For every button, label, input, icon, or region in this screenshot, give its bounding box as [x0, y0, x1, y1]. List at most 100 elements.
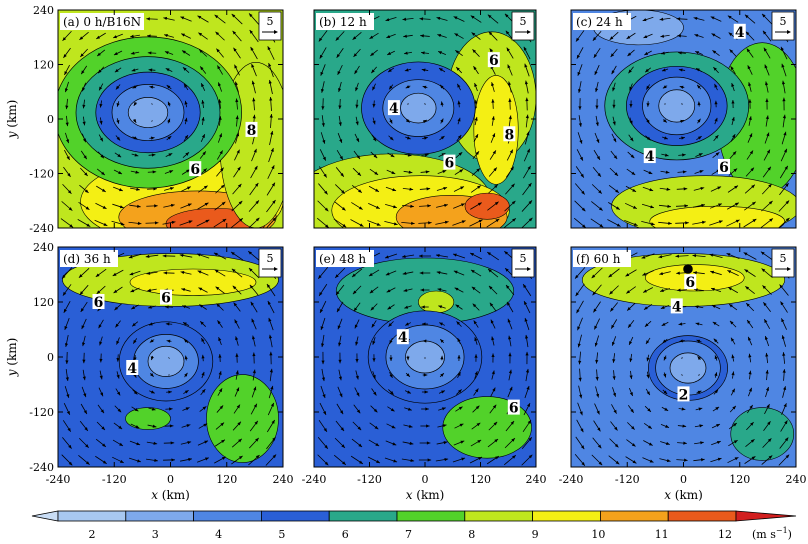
- wind-vector-head: [492, 133, 496, 138]
- wind-scale-box: 5: [258, 11, 282, 41]
- wind-vector-head: [385, 272, 390, 276]
- contour-label: 6: [489, 53, 499, 69]
- wind-vector-head: [714, 100, 718, 105]
- wind-vector-head: [95, 273, 100, 277]
- wind-vector-head: [711, 33, 716, 37]
- wind-vector-head: [133, 102, 138, 106]
- wind-vector: [151, 120, 153, 122]
- wind-vector-head: [458, 389, 462, 394]
- wind-vector-head: [249, 13, 253, 18]
- wind-vector-head: [232, 30, 237, 35]
- wind-vector-head: [596, 393, 600, 398]
- colorbar-extension-high: [735, 510, 797, 522]
- wind-vector-head: [254, 420, 258, 425]
- wind-vector-head: [697, 136, 702, 140]
- wind-vector-head: [83, 393, 87, 398]
- wind-vector-head: [82, 138, 86, 143]
- wind-vector-head: [439, 322, 444, 326]
- wind-vector-head: [694, 288, 698, 292]
- wind-vector-head: [659, 17, 664, 21]
- wind-vector-head: [167, 101, 171, 106]
- wind-vector-head: [489, 302, 494, 307]
- wind-vector-head: [676, 271, 680, 275]
- wind-vector-head: [680, 119, 685, 123]
- wind-vector-head: [461, 220, 466, 224]
- wind-vector-head: [391, 425, 396, 429]
- wind-vector-head: [504, 13, 509, 18]
- colorbar-tick-label: 2: [89, 528, 96, 541]
- wind-vector-head: [460, 440, 465, 444]
- isotach-ring: [405, 340, 445, 374]
- wind-vector-head: [648, 171, 653, 174]
- y-axis-label: y (km): [5, 338, 19, 378]
- wind-vector-head: [424, 153, 429, 157]
- wind-vector-head: [324, 207, 329, 212]
- wind-vector-head: [457, 134, 462, 139]
- wind-vector-head: [457, 372, 461, 376]
- wind-vector-head: [768, 183, 772, 188]
- wind-vector-head: [524, 301, 528, 305]
- wind-vector-head: [336, 308, 341, 313]
- wind-vector-head: [201, 338, 205, 342]
- x-tick-label: 240: [526, 473, 547, 486]
- wind-vector-head: [100, 392, 104, 397]
- wind-vector-head: [664, 136, 668, 140]
- wind-vector-head: [372, 120, 376, 125]
- wind-vector-head: [598, 207, 603, 211]
- wind-vector-head: [457, 354, 461, 359]
- wind-vector-head: [152, 424, 157, 428]
- wind-vector-head: [98, 69, 102, 74]
- wind-vector-head: [321, 123, 325, 127]
- wind-vector-head: [420, 288, 424, 292]
- wind-vector-head: [676, 17, 681, 21]
- wind-vector-head: [170, 203, 175, 208]
- wind-vector-head: [578, 377, 582, 382]
- wind-vector-head: [375, 442, 380, 447]
- wind-vector-head: [336, 53, 340, 58]
- wind-scale-label: 5: [520, 252, 527, 265]
- wind-vector-head: [782, 97, 786, 102]
- wind-vector-head: [697, 356, 702, 361]
- wind-vector-head: [712, 321, 717, 326]
- wind-vector-head: [198, 32, 203, 36]
- wind-vector-head: [205, 219, 210, 223]
- wind-vector-head: [218, 388, 223, 393]
- wind-vector-head: [473, 320, 477, 325]
- x-tick-label: 240: [786, 473, 807, 486]
- wind-vector-head: [252, 352, 256, 357]
- colorbar-bin: [193, 510, 262, 522]
- wind-vector-head: [418, 254, 423, 258]
- wind-vector-head: [528, 182, 532, 187]
- wind-vector-head: [576, 309, 580, 314]
- wind-vector-head: [353, 307, 358, 312]
- wind-vector-head: [766, 132, 770, 137]
- wind-vector-head: [86, 223, 91, 227]
- wind-vector-head: [487, 14, 492, 19]
- wind-vector-head: [234, 81, 238, 86]
- wind-vector-head: [440, 84, 444, 89]
- wind-vector-head: [612, 87, 616, 92]
- wind-vector-head: [769, 218, 773, 222]
- wind-vector-head: [457, 83, 461, 88]
- wind-vector-head: [198, 287, 203, 291]
- wind-vector-head: [392, 442, 397, 446]
- wind-vector-head: [646, 103, 650, 107]
- wind-vector-head: [488, 268, 492, 273]
- wind-vector-head: [474, 371, 478, 376]
- wind-vector-head: [611, 341, 615, 346]
- wind-vector-head: [65, 105, 69, 110]
- contour-label-bg: [387, 100, 400, 116]
- wind-vector-head: [454, 33, 459, 37]
- wind-vector-head: [746, 48, 751, 53]
- wind-vector-head: [322, 394, 326, 399]
- wind-vector-head: [528, 200, 533, 205]
- wind-vector-head: [784, 420, 788, 425]
- wind-vector-head: [712, 50, 717, 54]
- wind-vector-head: [492, 404, 497, 409]
- wind-vector-head: [612, 121, 616, 126]
- wind-vector-head: [716, 424, 720, 428]
- wind-vector-head: [782, 352, 786, 356]
- wind-vector-head: [491, 370, 495, 375]
- wind-vector-head: [491, 82, 495, 87]
- wind-vector-head: [318, 37, 323, 42]
